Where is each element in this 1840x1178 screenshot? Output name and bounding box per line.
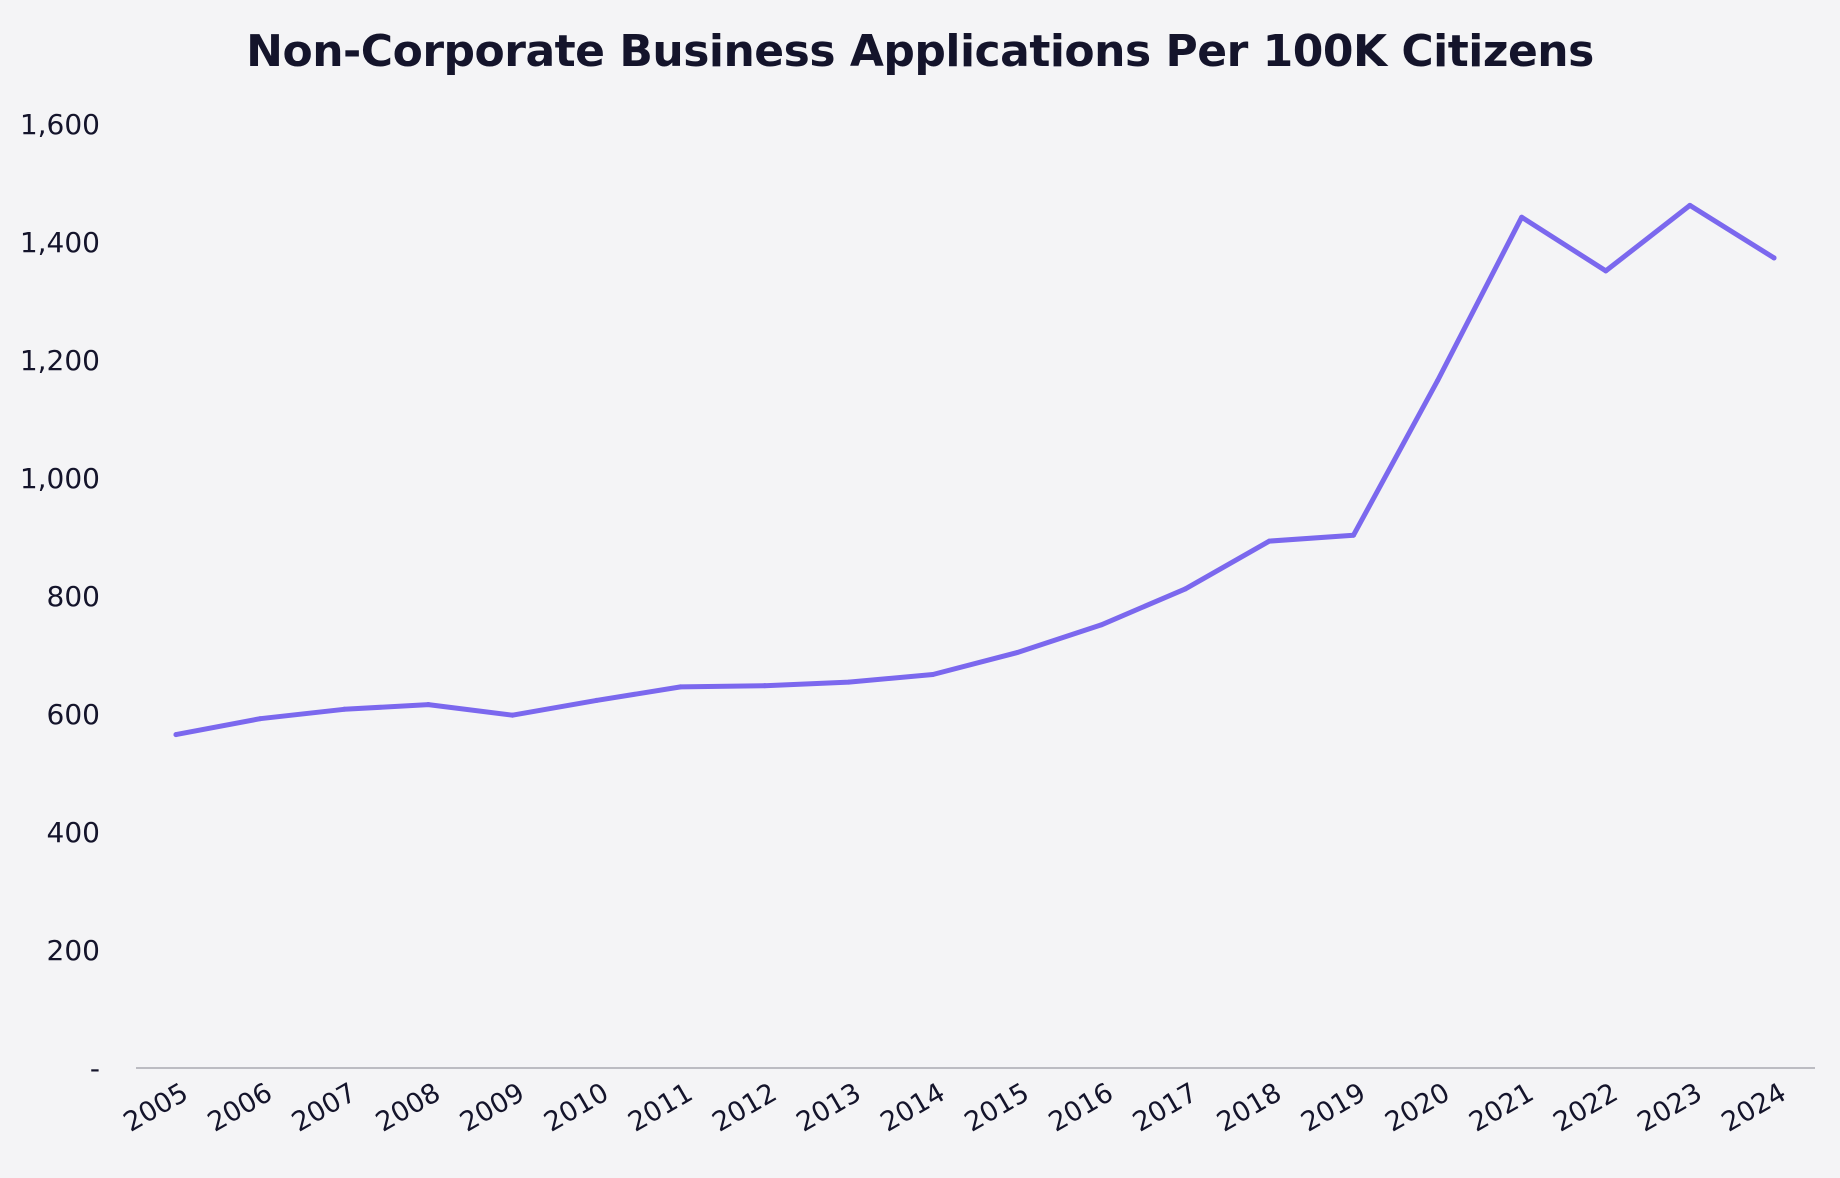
data-point (846, 679, 852, 685)
y-tick-label: - (90, 1052, 100, 1085)
x-tick-label: 2015 (960, 1077, 1035, 1138)
x-tick-label: 2021 (1464, 1077, 1539, 1138)
x-tick-label: 2013 (791, 1077, 866, 1138)
data-point (425, 702, 431, 708)
y-tick-label: 600 (47, 698, 100, 731)
x-tick-label: 2019 (1296, 1077, 1371, 1138)
x-tick-label: 2024 (1716, 1077, 1791, 1138)
y-tick-label: 1,600 (20, 108, 100, 141)
data-point (1098, 622, 1104, 628)
data-point (594, 697, 600, 703)
data-point (1266, 538, 1272, 544)
data-point (173, 732, 179, 738)
data-point (257, 716, 263, 722)
y-tick-label: 800 (47, 580, 100, 613)
x-tick-label: 2016 (1044, 1077, 1119, 1138)
x-tick-label: 2012 (707, 1077, 782, 1138)
data-point (678, 684, 684, 690)
x-axis: 2005 2006 2007 2008 2009 2010 2011 2012 2013 2014… (118, 1067, 1815, 1138)
x-tick-label: 2008 (371, 1077, 446, 1138)
y-tick-label: 1,200 (20, 344, 100, 377)
x-tick-label: 2014 (875, 1077, 950, 1138)
x-tick-label: 2020 (1380, 1077, 1455, 1138)
data-point (1603, 268, 1609, 274)
data-point (509, 712, 515, 718)
x-tick-label: 2018 (1212, 1077, 1287, 1138)
data-point (930, 671, 936, 677)
x-tick-label: 2022 (1548, 1077, 1623, 1138)
x-tick-label: 2005 (118, 1077, 193, 1138)
data-point (1435, 378, 1441, 384)
x-tick-label: 2010 (539, 1077, 614, 1138)
y-tick-label: 400 (47, 816, 100, 849)
x-tick-label: 2011 (623, 1077, 698, 1138)
chart-title: Non-Corporate Business Applications Per … (246, 26, 1594, 77)
data-point (1519, 214, 1525, 220)
x-tick-label: 2023 (1632, 1077, 1707, 1138)
data-point (762, 683, 768, 689)
data-point (1350, 532, 1356, 538)
data-point (1687, 202, 1693, 208)
data-point (341, 706, 347, 712)
x-tick-label: 2009 (455, 1077, 530, 1138)
data-point (1771, 255, 1777, 261)
series-layer (173, 202, 1777, 738)
y-tick-label: 1,400 (20, 226, 100, 259)
x-tick-label: 2006 (203, 1077, 278, 1138)
y-axis: - 200 400 600 800 1,000 1,200 1,400 1,600 (20, 108, 100, 1085)
x-tick-label: 2007 (287, 1077, 362, 1138)
data-point (1014, 650, 1020, 656)
x-tick-label: 2017 (1128, 1077, 1203, 1138)
y-tick-label: 1,000 (20, 462, 100, 495)
data-point (1182, 586, 1188, 592)
series-line (173, 202, 1777, 738)
y-tick-label: 200 (47, 934, 100, 967)
